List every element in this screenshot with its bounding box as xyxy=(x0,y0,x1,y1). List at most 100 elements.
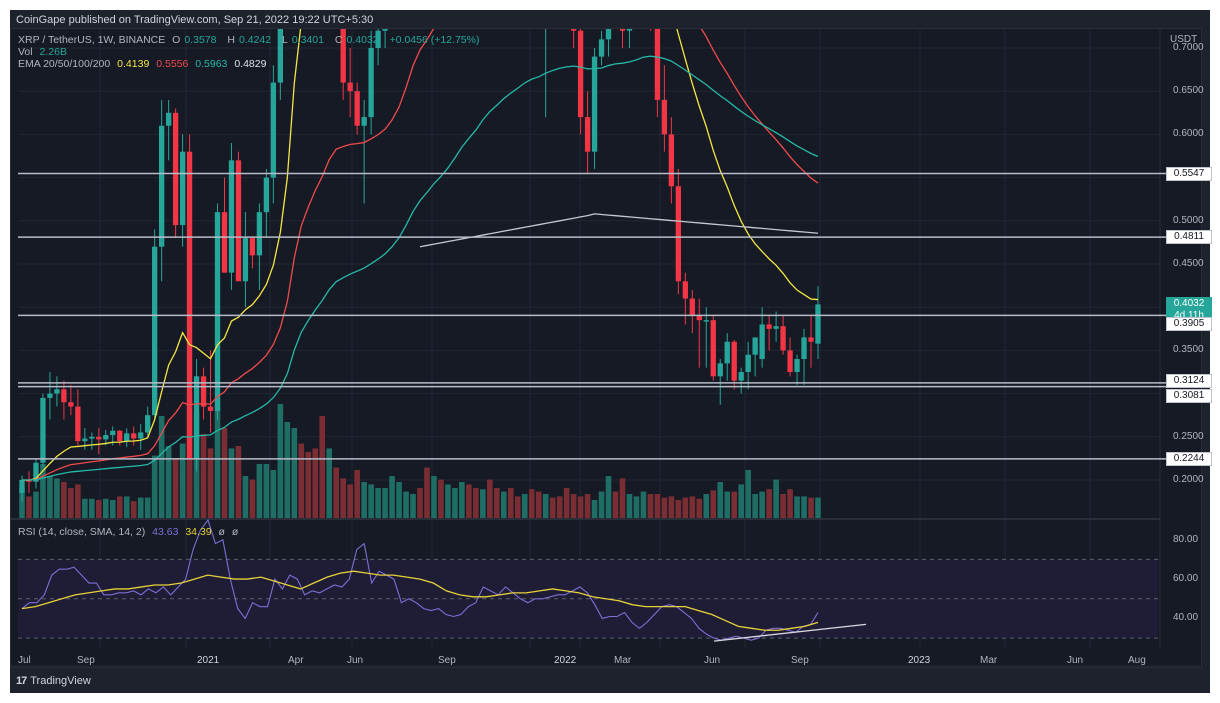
volume-bar xyxy=(89,498,95,518)
ema100-line xyxy=(21,55,819,481)
volume-bar xyxy=(26,496,32,518)
candle-body xyxy=(263,177,270,213)
volume-bar xyxy=(689,496,696,518)
volume-bar xyxy=(291,428,298,518)
volume-bar xyxy=(773,479,779,518)
volume-bar xyxy=(794,496,800,518)
volume-value: 2.26B xyxy=(39,46,67,58)
candle-body xyxy=(152,246,158,416)
volume-bar xyxy=(542,494,549,518)
volume-bar xyxy=(424,467,430,518)
candle-body xyxy=(131,433,137,439)
ema20-value: 0.4139 xyxy=(117,58,150,70)
volume-bar xyxy=(438,479,444,518)
candle-body xyxy=(382,29,388,31)
candle-body xyxy=(117,430,123,442)
candle-body xyxy=(68,402,74,407)
volume-bar xyxy=(647,494,654,518)
volume-bar xyxy=(123,496,130,518)
candle-body xyxy=(773,326,779,329)
time-tick: 2023 xyxy=(908,655,931,666)
rsi-tick: 40.00 xyxy=(1173,612,1199,624)
ema50-value: 0.5556 xyxy=(156,58,189,70)
price-tick: 0.6000 xyxy=(1173,128,1204,140)
volume-bar xyxy=(235,446,242,518)
time-tick: Jun xyxy=(1067,655,1084,666)
level-price-tag: 0.3081 xyxy=(1166,388,1212,403)
volume-bar xyxy=(640,491,647,518)
candle-body xyxy=(696,315,702,321)
price-tick: 0.2500 xyxy=(1173,430,1204,442)
candle-body xyxy=(235,160,242,282)
candle-body xyxy=(26,480,32,482)
candle-body xyxy=(207,406,214,411)
candle-body xyxy=(724,341,730,364)
volume-bar xyxy=(556,496,563,518)
volume-bar xyxy=(221,428,228,518)
volume-bar xyxy=(33,491,39,518)
candle-body xyxy=(675,186,682,282)
volume-bar xyxy=(368,484,374,518)
volume-bar xyxy=(403,491,409,518)
ema-legend[interactable]: EMA 20/50/100/200 0.4139 0.5556 0.5963 0… xyxy=(18,58,270,70)
candle-body xyxy=(689,298,695,316)
symbol-name[interactable]: XRP / TetherUS, 1W, BINANCE xyxy=(18,34,166,46)
candle-body xyxy=(47,393,53,398)
candle-body xyxy=(214,212,221,411)
candle-body xyxy=(794,359,800,372)
level-price-tag: 0.4811 xyxy=(1166,230,1212,245)
volume-bar xyxy=(207,448,214,518)
volume-bar xyxy=(591,500,598,518)
volume-bar xyxy=(452,488,458,518)
candle-body xyxy=(179,151,186,226)
volume-bar xyxy=(626,494,633,518)
volume-bar xyxy=(731,491,738,518)
candle-body xyxy=(710,320,716,377)
volume-bar xyxy=(717,482,724,518)
ema-label: EMA 20/50/100/200 xyxy=(18,58,111,70)
volume-bar xyxy=(417,488,423,518)
rsi-value: 43.63 xyxy=(152,526,179,538)
volume-bar xyxy=(787,489,793,518)
price-tag-value: 0.3081 xyxy=(1173,389,1205,401)
volume-bar xyxy=(396,482,402,518)
rsi-sma-value: 34.39 xyxy=(185,526,212,538)
countdown-label: 4d 11h xyxy=(1174,310,1204,322)
candle-body xyxy=(158,125,165,247)
price-tick: 0.3500 xyxy=(1173,344,1204,356)
rsi-legend[interactable]: RSI (14, close, SMA, 14, 2) 43.63 34.39 … xyxy=(18,526,242,538)
time-tick: 2021 xyxy=(197,655,220,666)
rsi-label: RSI (14, close, SMA, 14, 2) xyxy=(18,526,146,538)
ema100-value: 0.5963 xyxy=(195,58,228,70)
price-tick: 0.7000 xyxy=(1173,42,1204,53)
volume-bar xyxy=(361,482,367,518)
time-tick: 2022 xyxy=(554,655,577,666)
candle-body xyxy=(145,415,151,433)
candle-body xyxy=(703,320,709,322)
tradingview-logo[interactable]: 17 TradingView xyxy=(16,675,91,687)
time-tick: Jul xyxy=(18,655,31,666)
time-tick: Mar xyxy=(980,655,998,666)
main-pane[interactable] xyxy=(19,0,821,518)
volume-legend[interactable]: Vol 2.26B xyxy=(18,46,71,58)
time-tick: Sep xyxy=(77,655,95,666)
volume-bar xyxy=(661,497,668,518)
volume-bar xyxy=(535,491,542,518)
volume-bar xyxy=(172,458,179,518)
level-price-tag: 0.3124 xyxy=(1166,373,1212,388)
volume-bar xyxy=(619,478,626,518)
volume-bar xyxy=(710,490,717,518)
ohlc-high: H 0.4242 xyxy=(227,34,272,46)
volume-bar xyxy=(382,488,388,518)
candle-body xyxy=(138,432,144,439)
volume-bar xyxy=(668,496,675,518)
volume-bar xyxy=(570,494,577,518)
candle-body xyxy=(249,238,256,256)
volume-bar xyxy=(333,467,340,518)
price-tag-value: 0.4032 xyxy=(1173,298,1205,310)
time-tick: Aug xyxy=(1128,655,1146,666)
volume-bar xyxy=(158,416,165,518)
candle-body xyxy=(682,281,688,299)
candle-body xyxy=(124,433,130,442)
